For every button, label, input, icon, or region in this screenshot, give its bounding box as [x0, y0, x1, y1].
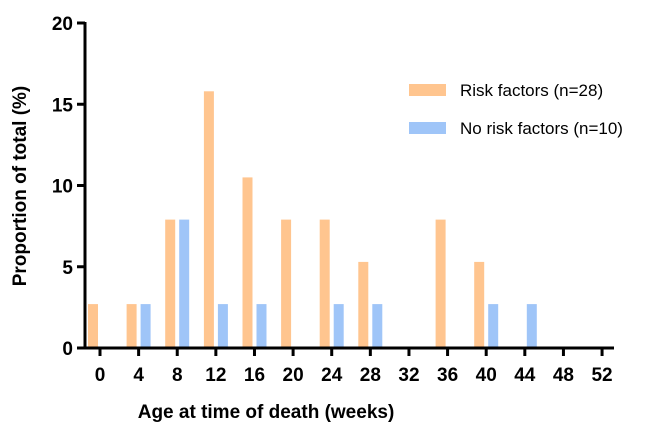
bar-risk-16 — [242, 177, 253, 348]
legend-swatch-norisk — [409, 122, 446, 134]
bar-risk-12 — [203, 91, 214, 349]
x-tick-label-8: 8 — [172, 365, 183, 386]
legend-label-norisk: No risk factors (n=10) — [460, 119, 623, 138]
x-tick-label-4: 4 — [133, 365, 144, 386]
x-tick-label-16: 16 — [244, 365, 265, 386]
bar-risk-24 — [319, 219, 330, 348]
bar-risk-8 — [165, 219, 176, 348]
x-tick-label-36: 36 — [437, 365, 458, 386]
bar-risk-20 — [281, 219, 292, 348]
y-tick-label-5: 5 — [62, 258, 73, 279]
x-tick-label-44: 44 — [514, 365, 536, 386]
bar-norisk-24 — [333, 304, 344, 348]
x-tick-label-0: 0 — [95, 365, 106, 386]
x-tick-label-24: 24 — [321, 365, 343, 386]
bar-norisk-28 — [372, 304, 383, 348]
bar-risk-28 — [358, 261, 369, 348]
x-tick-label-20: 20 — [283, 365, 304, 386]
legend-label-risk: Risk factors (n=28) — [460, 81, 603, 100]
x-tick-label-40: 40 — [476, 365, 497, 386]
x-tick-label-12: 12 — [205, 365, 226, 386]
legend-swatch-risk — [409, 84, 446, 96]
bar-norisk-4 — [140, 304, 151, 348]
bar-norisk-12 — [217, 304, 228, 348]
y-tick-label-20: 20 — [52, 14, 73, 35]
bars-layer — [88, 91, 537, 349]
legend: Risk factors (n=28) No risk factors (n=10… — [409, 81, 623, 138]
y-tick-label-0: 0 — [62, 339, 73, 360]
bar-risk-36 — [435, 219, 446, 348]
x-tick-label-28: 28 — [360, 365, 381, 386]
y-tick-label-15: 15 — [52, 95, 74, 116]
bar-norisk-44 — [526, 304, 537, 348]
x-tick-label-48: 48 — [553, 365, 574, 386]
x-tick-label-32: 32 — [398, 365, 419, 386]
bar-risk-40 — [474, 261, 485, 348]
bar-norisk-8 — [179, 219, 190, 348]
bar-risk-0 — [88, 304, 98, 348]
y-axis-title: Proportion of total (%) — [10, 86, 31, 287]
bar-norisk-16 — [256, 304, 267, 348]
y-tick-label-10: 10 — [52, 177, 73, 198]
bar-risk-4 — [126, 304, 137, 348]
bar-norisk-40 — [488, 304, 499, 348]
x-tick-label-52: 52 — [591, 365, 612, 386]
x-axis-title: Age at time of death (weeks) — [138, 402, 395, 423]
